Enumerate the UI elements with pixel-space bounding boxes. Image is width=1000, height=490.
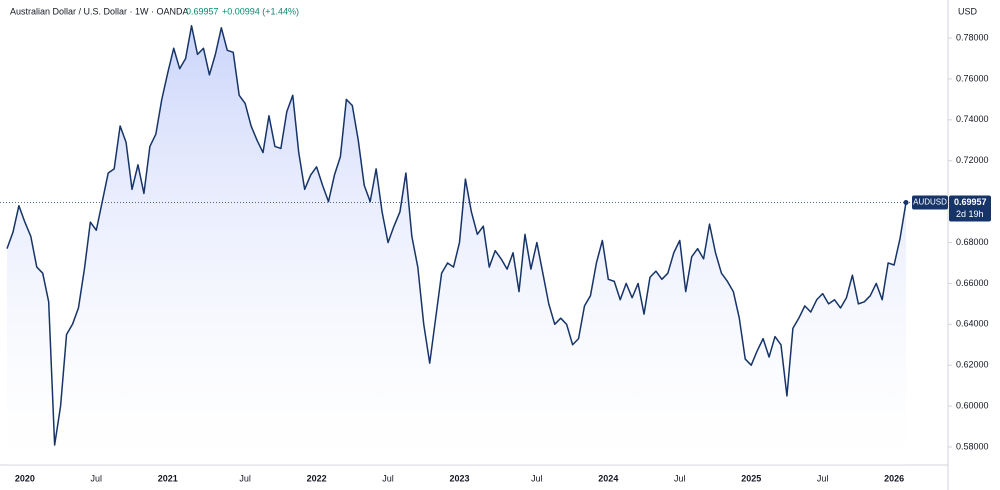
y-tick-label: 0.62000 bbox=[956, 360, 989, 370]
y-tick-label: 0.66000 bbox=[956, 278, 989, 288]
last-point bbox=[903, 200, 909, 206]
y-tick-label: 0.78000 bbox=[956, 32, 989, 42]
price-line bbox=[6, 25, 907, 446]
x-tick-label: 2025 bbox=[741, 473, 761, 483]
y-tick-label: 0.68000 bbox=[956, 237, 989, 247]
symbol-tag-label: AUDUSD bbox=[913, 198, 947, 207]
x-tick-label: 2023 bbox=[449, 473, 469, 483]
y-tick-label: 0.58000 bbox=[956, 441, 989, 451]
price-tag-value: 0.69957 bbox=[954, 197, 987, 207]
x-tick-label: Jul bbox=[239, 473, 251, 483]
x-tick-label: 2024 bbox=[598, 473, 618, 483]
area-fill bbox=[7, 25, 906, 466]
price-tag-countdown: 2d 19h bbox=[956, 209, 984, 219]
x-tick-label: Jul bbox=[91, 473, 103, 483]
x-tick-label: Jul bbox=[674, 473, 686, 483]
y-tick-label: 0.64000 bbox=[956, 319, 989, 329]
y-tick-label: 0.76000 bbox=[956, 73, 989, 83]
symbol-tag bbox=[912, 195, 948, 210]
x-tick-label: Jul bbox=[382, 473, 394, 483]
y-tick-label: 0.60000 bbox=[956, 400, 989, 410]
y-tick-label: 0.74000 bbox=[956, 114, 989, 124]
x-tick-label: 2021 bbox=[158, 473, 178, 483]
y-tick-label: 0.72000 bbox=[956, 155, 989, 165]
last-price: 0.69957 bbox=[186, 6, 219, 16]
x-tick-label: 2026 bbox=[884, 473, 904, 483]
x-tick-label: 2020 bbox=[15, 473, 35, 483]
x-tick-label: 2022 bbox=[307, 473, 327, 483]
price-tag bbox=[949, 195, 991, 222]
x-tick-label: Jul bbox=[531, 473, 543, 483]
chart-title: Australian Dollar / U.S. Dollar · 1W · O… bbox=[10, 6, 189, 16]
y-axis-label: USD bbox=[958, 6, 978, 16]
x-tick-label: Jul bbox=[817, 473, 829, 483]
price-change: +0.00994 (+1.44%) bbox=[222, 6, 299, 16]
